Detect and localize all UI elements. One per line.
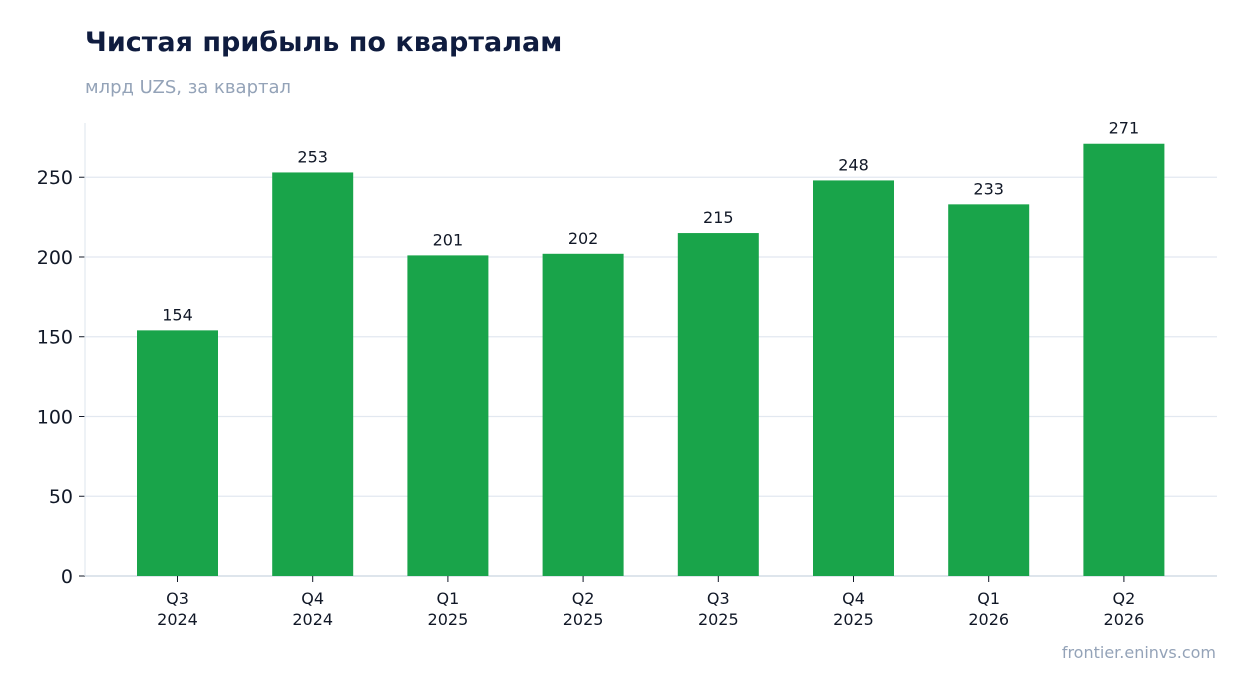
bar-value-label: 271	[1109, 119, 1140, 138]
x-tick-label-year: 2024	[292, 610, 333, 629]
source-credit: frontier.eninvs.com	[1061, 643, 1216, 662]
bar-value-label: 201	[433, 230, 464, 249]
x-tick-label-year: 2026	[968, 610, 1009, 629]
x-tick-labels: Q3 2024 Q4 2024 Q1 2025 Q2 2025 Q3 2025 Q4 2025 Q1 20…	[157, 589, 1144, 629]
bar	[813, 180, 894, 576]
bar-value-label: 253	[297, 147, 328, 166]
y-tick-label: 150	[37, 327, 73, 349]
y-tick-label: 100	[37, 406, 73, 428]
y-tick-label: 50	[49, 486, 73, 508]
bar	[948, 204, 1030, 577]
x-tick-label-year: 2025	[833, 610, 874, 629]
bar	[542, 253, 624, 576]
bar-value-label: 215	[703, 208, 734, 227]
bar	[1083, 143, 1165, 577]
bar	[677, 233, 759, 576]
x-tick-label-year: 2025	[563, 610, 604, 629]
data-labels: 154 253 201 202 215 248 233 271	[162, 119, 1139, 325]
bar-value-label: 154	[162, 305, 193, 324]
grid-lines	[85, 176, 1217, 497]
y-tick-label: 200	[37, 247, 73, 269]
chart-title: Чистая прибыль по кварталам	[85, 27, 563, 58]
x-tick-label-quarter: Q1	[977, 589, 1000, 608]
axes	[79, 123, 1217, 582]
chart-subtitle: млрд UZS, за квартал	[85, 77, 292, 98]
bars	[137, 143, 1165, 577]
x-tick-label-year: 2024	[157, 610, 198, 629]
x-tick-label-year: 2025	[698, 610, 739, 629]
bar-value-label: 233	[973, 179, 1004, 198]
y-tick-labels: 0 50 100 150 200 250	[37, 167, 73, 588]
x-tick-label-year: 2025	[428, 610, 469, 629]
x-tick-label-quarter: Q4	[301, 589, 324, 608]
x-tick-label-quarter: Q3	[707, 589, 730, 608]
bar	[137, 330, 218, 576]
x-tick-label-quarter: Q1	[437, 589, 460, 608]
bar-value-label: 248	[838, 155, 869, 174]
x-tick-label-year: 2026	[1104, 610, 1145, 629]
bar	[272, 172, 354, 576]
x-tick-label-quarter: Q4	[842, 589, 865, 608]
y-tick-label: 0	[61, 566, 73, 588]
bar-value-label: 202	[568, 229, 599, 248]
x-tick-label-quarter: Q2	[572, 589, 595, 608]
x-tick-label-quarter: Q2	[1113, 589, 1136, 608]
y-tick-label: 250	[37, 167, 73, 189]
x-tick-label-quarter: Q3	[166, 589, 189, 608]
bar	[407, 255, 489, 576]
